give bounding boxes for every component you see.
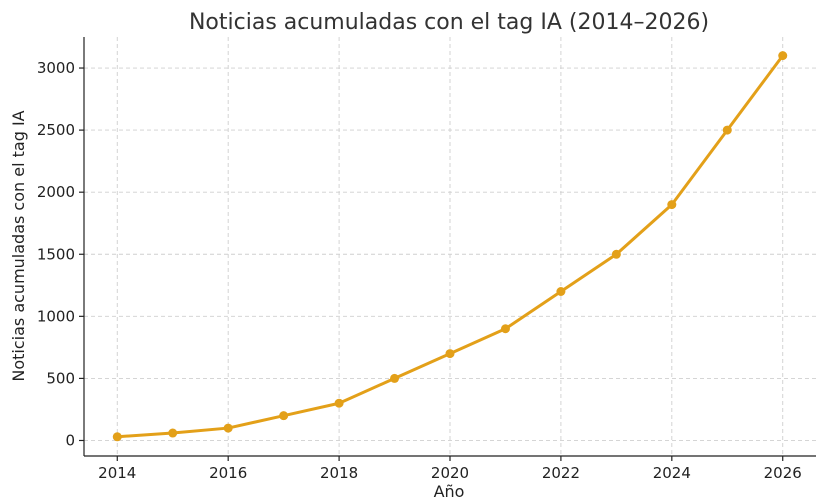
data-point [334,398,344,408]
data-point [500,324,510,334]
data-series [112,51,788,442]
x-tick-label: 2018 [320,464,358,482]
x-tick-label: 2016 [209,464,247,482]
tick-labels: 2014 2016 2018 2020 2022 2024 2026 0 500 1000 1500… [37,59,802,482]
x-axis-label: Año [434,482,465,501]
y-tick-label: 1500 [37,245,75,263]
data-point [722,125,732,135]
y-tick-label: 0 [65,431,75,449]
x-tick-label: 2026 [764,464,802,482]
x-tick-label: 2020 [431,464,469,482]
y-axis-label: Noticias acumuladas con el tag IA [9,110,28,381]
data-point [778,51,788,61]
data-point [390,373,400,383]
data-point [223,423,233,433]
axes [79,37,816,461]
data-point [556,287,566,297]
y-tick-label: 500 [46,369,75,387]
y-tick-label: 3000 [37,59,75,77]
data-point [112,432,122,442]
grid-lines [84,37,816,456]
x-tick-label: 2014 [98,464,136,482]
chart-title: Noticias acumuladas con el tag IA (2014–… [189,10,709,35]
data-point [445,349,455,359]
x-tick-label: 2022 [542,464,580,482]
data-point [168,428,178,438]
x-tick-label: 2024 [653,464,691,482]
data-point [611,249,621,259]
data-point [667,200,677,210]
series-line [115,54,785,439]
y-tick-label: 2000 [37,183,75,201]
y-tick-label: 2500 [37,121,75,139]
y-tick-label: 1000 [37,307,75,325]
data-point [279,411,289,421]
